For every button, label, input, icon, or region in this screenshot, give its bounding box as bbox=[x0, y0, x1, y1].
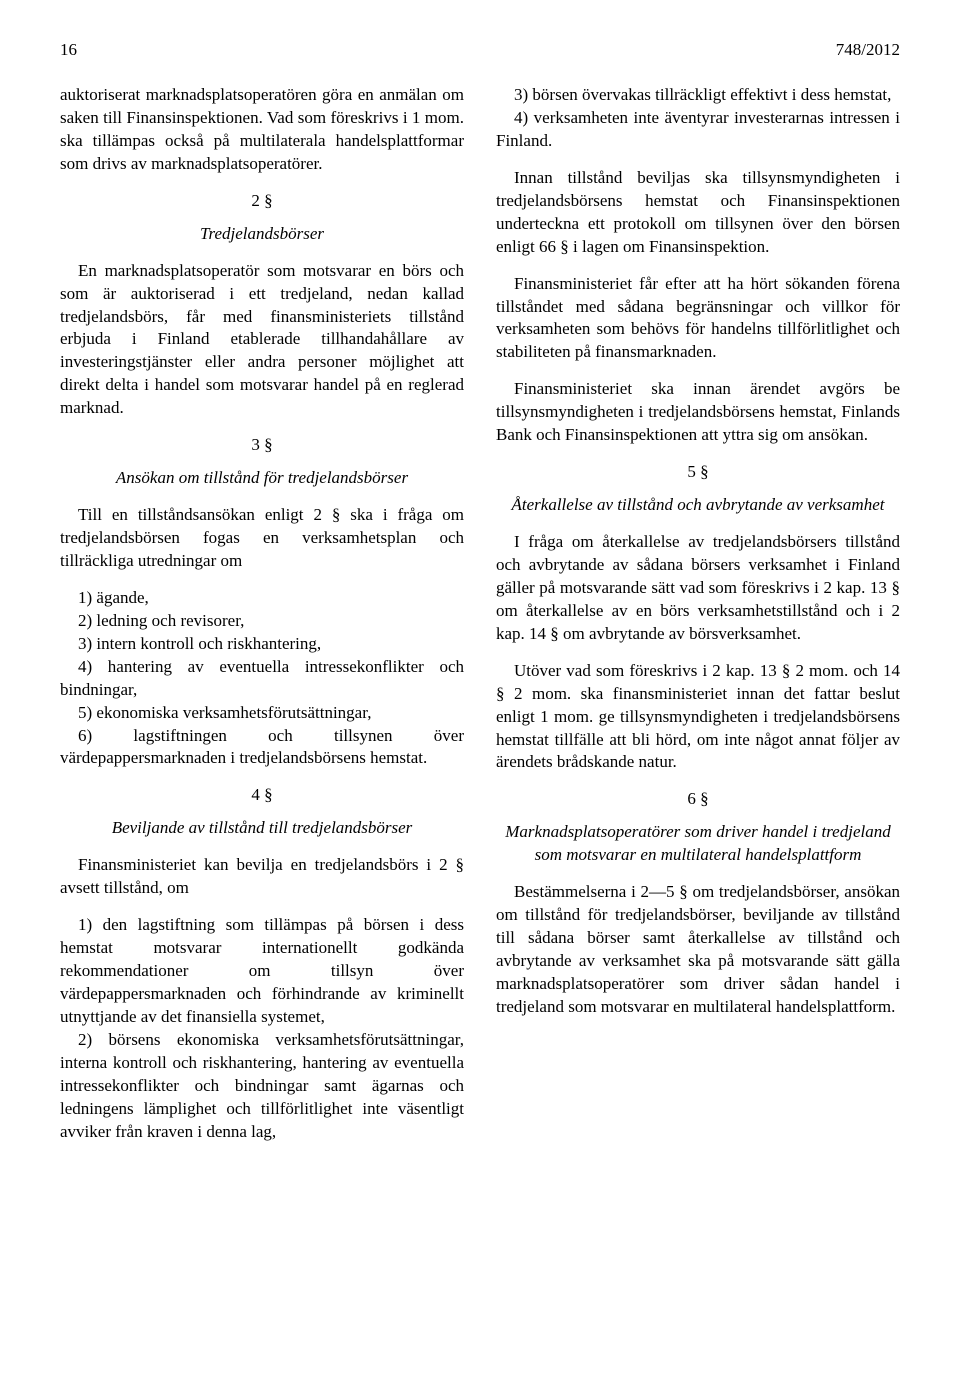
list-item: 1) den lagstiftning som tillämpas på bör… bbox=[60, 914, 464, 1029]
page: 16 748/2012 auktoriserat marknadsplatsop… bbox=[0, 0, 960, 1208]
paragraph: Innan tillstånd beviljas ska tillsynsmyn… bbox=[496, 167, 900, 259]
column-container: auktoriserat marknadsplatsoperatören gör… bbox=[60, 84, 900, 1158]
list-item: 2) ledning och revisorer, bbox=[60, 610, 464, 633]
enumerated-list: 1) den lagstiftning som tillämpas på bör… bbox=[60, 914, 464, 1143]
paragraph: Finansministeriet kan bevilja en tredjel… bbox=[60, 854, 464, 900]
paragraph: I fråga om återkallelse av tredjelandsbö… bbox=[496, 531, 900, 646]
section-number: 6 § bbox=[496, 788, 900, 811]
section-number: 4 § bbox=[60, 784, 464, 807]
paragraph: Finansministeriet ska innan ärendet avgö… bbox=[496, 378, 900, 447]
section-number: 5 § bbox=[496, 461, 900, 484]
left-column: auktoriserat marknadsplatsoperatören gör… bbox=[60, 84, 464, 1158]
section-title: Ansökan om tillstånd för tredjelandsbörs… bbox=[60, 467, 464, 490]
paragraph: Bestämmelserna i 2—5 § om tredjelandsbör… bbox=[496, 881, 900, 1019]
list-item: 3) börsen övervakas tillräckligt effekti… bbox=[496, 84, 900, 107]
list-item: 4) verksamheten inte äventyrar investera… bbox=[496, 107, 900, 153]
section-title: Marknadsplatsoperatörer som driver hande… bbox=[496, 821, 900, 867]
enumerated-list: 3) börsen övervakas tillräckligt effekti… bbox=[496, 84, 900, 153]
section-number: 2 § bbox=[60, 190, 464, 213]
right-column: 3) börsen övervakas tillräckligt effekti… bbox=[496, 84, 900, 1158]
section-number: 3 § bbox=[60, 434, 464, 457]
paragraph: auktoriserat marknadsplatsoperatören gör… bbox=[60, 84, 464, 176]
list-item: 3) intern kontroll och riskhantering, bbox=[60, 633, 464, 656]
page-number: 16 bbox=[60, 40, 77, 60]
paragraph: Till en tillståndsansökan enligt 2 § ska… bbox=[60, 504, 464, 573]
list-item: 1) ägande, bbox=[60, 587, 464, 610]
enumerated-list: 1) ägande, 2) ledning och revisorer, 3) … bbox=[60, 587, 464, 771]
section-title: Tredjelandsbörser bbox=[60, 223, 464, 246]
list-item: 4) hantering av eventuella intressekonfl… bbox=[60, 656, 464, 702]
paragraph: Finansministeriet får efter att ha hört … bbox=[496, 273, 900, 365]
list-item: 5) ekonomiska verksamhetsförutsättningar… bbox=[60, 702, 464, 725]
paragraph: En marknadsplatsoperatör som motsvarar e… bbox=[60, 260, 464, 421]
section-title: Beviljande av tillstånd till tredjelands… bbox=[60, 817, 464, 840]
section-title: Återkallelse av tillstånd och avbrytande… bbox=[496, 494, 900, 517]
list-item: 6) lagstiftningen och tillsynen över vär… bbox=[60, 725, 464, 771]
list-item: 2) börsens ekonomiska verksamhetsförutsä… bbox=[60, 1029, 464, 1144]
paragraph: Utöver vad som föreskrivs i 2 kap. 13 § … bbox=[496, 660, 900, 775]
doc-reference: 748/2012 bbox=[836, 40, 900, 60]
page-header: 16 748/2012 bbox=[60, 40, 900, 60]
